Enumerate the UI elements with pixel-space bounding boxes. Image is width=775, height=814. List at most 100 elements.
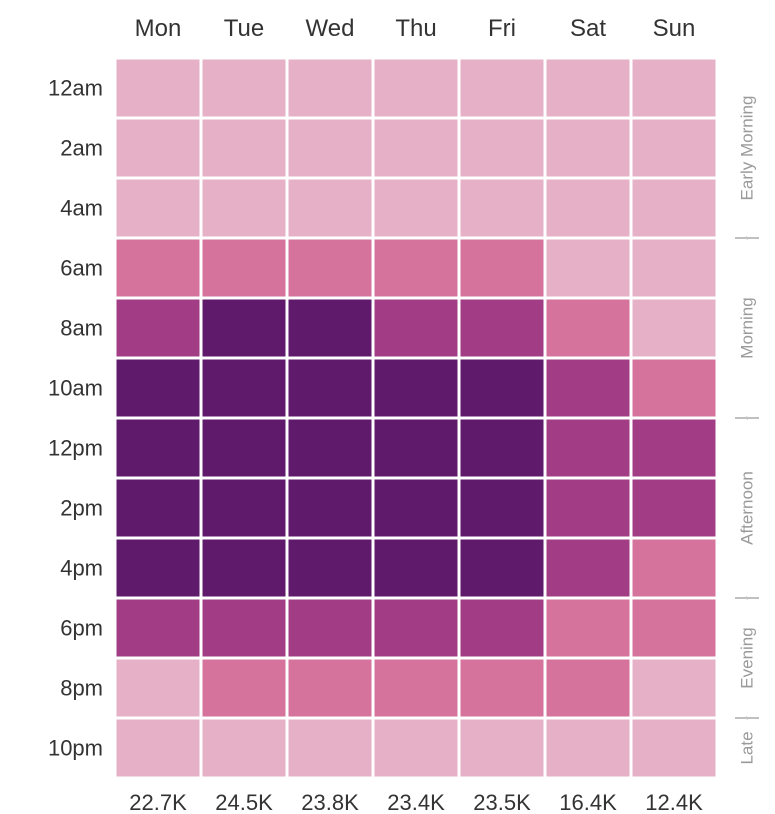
heatmap-cell xyxy=(547,60,630,117)
period-label: Evening xyxy=(738,627,757,688)
heatmap-cell xyxy=(289,240,372,297)
hour-label: 8am xyxy=(60,316,103,341)
heatmap-cell xyxy=(289,480,372,537)
heatmap-cell xyxy=(203,720,286,777)
heatmap-cell xyxy=(117,720,200,777)
heatmap-cell xyxy=(203,660,286,717)
heatmap-cell xyxy=(633,480,716,537)
heatmap-cell xyxy=(375,720,458,777)
heatmap-cell xyxy=(375,180,458,237)
heatmap-cell xyxy=(203,60,286,117)
hour-label: 10am xyxy=(48,376,103,401)
heatmap-cell xyxy=(203,120,286,177)
heatmap-cell xyxy=(375,420,458,477)
heatmap-cell xyxy=(375,480,458,537)
heatmap-cell xyxy=(117,180,200,237)
day-label: Tue xyxy=(224,15,264,42)
heatmap-cell xyxy=(547,240,630,297)
heatmap-cell xyxy=(461,240,544,297)
heatmap-cell xyxy=(203,420,286,477)
heatmap-cell xyxy=(289,300,372,357)
heatmap-cell xyxy=(117,480,200,537)
heatmap-cell xyxy=(547,540,630,597)
heatmap-cell xyxy=(289,120,372,177)
column-total-label: 23.8K xyxy=(301,790,359,814)
heatmap-cell xyxy=(633,300,716,357)
heatmap-cell xyxy=(633,120,716,177)
heatmap-cell xyxy=(375,300,458,357)
heatmap-cell xyxy=(375,240,458,297)
heatmap-cell xyxy=(633,420,716,477)
column-total-label: 16.4K xyxy=(559,790,617,814)
heatmap-cell xyxy=(547,720,630,777)
heatmap-cell xyxy=(375,120,458,177)
hour-label: 12am xyxy=(48,76,103,101)
heatmap-cell xyxy=(375,540,458,597)
heatmap-cell xyxy=(117,660,200,717)
heatmap-cell xyxy=(633,180,716,237)
heatmap-cell xyxy=(633,600,716,657)
heatmap-cell xyxy=(547,360,630,417)
heatmap-cell xyxy=(117,120,200,177)
heatmap-cell xyxy=(203,360,286,417)
day-label: Mon xyxy=(135,15,182,42)
heatmap-cell xyxy=(375,660,458,717)
column-total-label: 22.7K xyxy=(129,790,187,814)
hour-label: 10pm xyxy=(48,736,103,761)
heatmap-cell xyxy=(289,420,372,477)
heatmap-cell xyxy=(289,660,372,717)
heatmap-cell xyxy=(547,120,630,177)
period-label: Late xyxy=(738,731,757,764)
heatmap-cell xyxy=(117,540,200,597)
heatmap-cell xyxy=(203,300,286,357)
heatmap-cell xyxy=(461,480,544,537)
period-label: Early Morning xyxy=(738,96,757,201)
heatmap-cell xyxy=(117,360,200,417)
heatmap-cell xyxy=(117,240,200,297)
day-label: Thu xyxy=(395,15,436,42)
heatmap-cell xyxy=(375,600,458,657)
heatmap-cell xyxy=(547,300,630,357)
heatmap-cell xyxy=(633,240,716,297)
heatmap-cell xyxy=(461,540,544,597)
heatmap-cell xyxy=(289,600,372,657)
heatmap-cell xyxy=(461,300,544,357)
column-total-label: 12.4K xyxy=(645,790,703,814)
period-separator xyxy=(735,417,759,419)
heatmap-cell xyxy=(633,360,716,417)
heatmap-cell xyxy=(117,300,200,357)
hour-label: 6pm xyxy=(60,616,103,641)
heatmap-cell xyxy=(289,360,372,417)
heatmap-cell xyxy=(117,420,200,477)
heatmap-cell xyxy=(461,600,544,657)
heatmap-cell xyxy=(547,660,630,717)
column-total-label: 23.4K xyxy=(387,790,445,814)
heatmap-cell xyxy=(117,600,200,657)
day-label: Sun xyxy=(653,15,696,42)
heatmap-cell xyxy=(289,720,372,777)
day-label: Sat xyxy=(570,15,606,42)
heatmap-cell xyxy=(633,540,716,597)
hour-label: 6am xyxy=(60,256,103,281)
heatmap-cell xyxy=(203,540,286,597)
heatmap-cell xyxy=(461,660,544,717)
heatmap-cell xyxy=(461,180,544,237)
heatmap-cell xyxy=(289,60,372,117)
heatmap-cell xyxy=(203,180,286,237)
heatmap-cell xyxy=(203,600,286,657)
period-separator xyxy=(735,237,759,239)
period-separator xyxy=(735,717,759,719)
heatmap-cell xyxy=(461,360,544,417)
heatmap-cell xyxy=(117,60,200,117)
hour-label: 12pm xyxy=(48,436,103,461)
heatmap-cell xyxy=(461,60,544,117)
column-total-label: 24.5K xyxy=(215,790,273,814)
hour-label: 4am xyxy=(60,196,103,221)
period-label: Morning xyxy=(738,297,757,358)
period-separator xyxy=(735,597,759,599)
period-label: Afternoon xyxy=(738,471,757,545)
heatmap-cell xyxy=(633,660,716,717)
heatmap-cell xyxy=(547,420,630,477)
